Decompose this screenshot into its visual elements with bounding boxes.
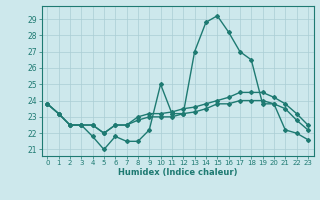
X-axis label: Humidex (Indice chaleur): Humidex (Indice chaleur) (118, 168, 237, 177)
